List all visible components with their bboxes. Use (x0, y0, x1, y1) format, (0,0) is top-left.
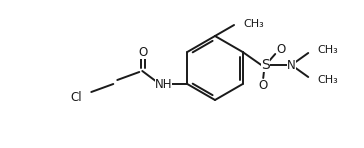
Text: N: N (287, 58, 296, 71)
Text: CH₃: CH₃ (317, 45, 338, 55)
Text: Cl: Cl (71, 90, 82, 103)
Text: S: S (261, 58, 270, 72)
Text: CH₃: CH₃ (317, 75, 338, 85)
Text: O: O (277, 42, 286, 56)
Text: O: O (258, 78, 268, 91)
Text: CH₃: CH₃ (243, 19, 264, 29)
Text: O: O (139, 45, 148, 58)
Text: NH: NH (155, 78, 172, 90)
